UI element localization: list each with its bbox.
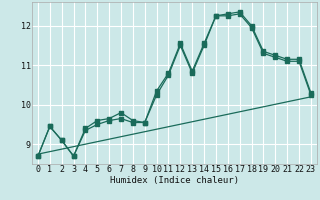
X-axis label: Humidex (Indice chaleur): Humidex (Indice chaleur) [110, 176, 239, 185]
